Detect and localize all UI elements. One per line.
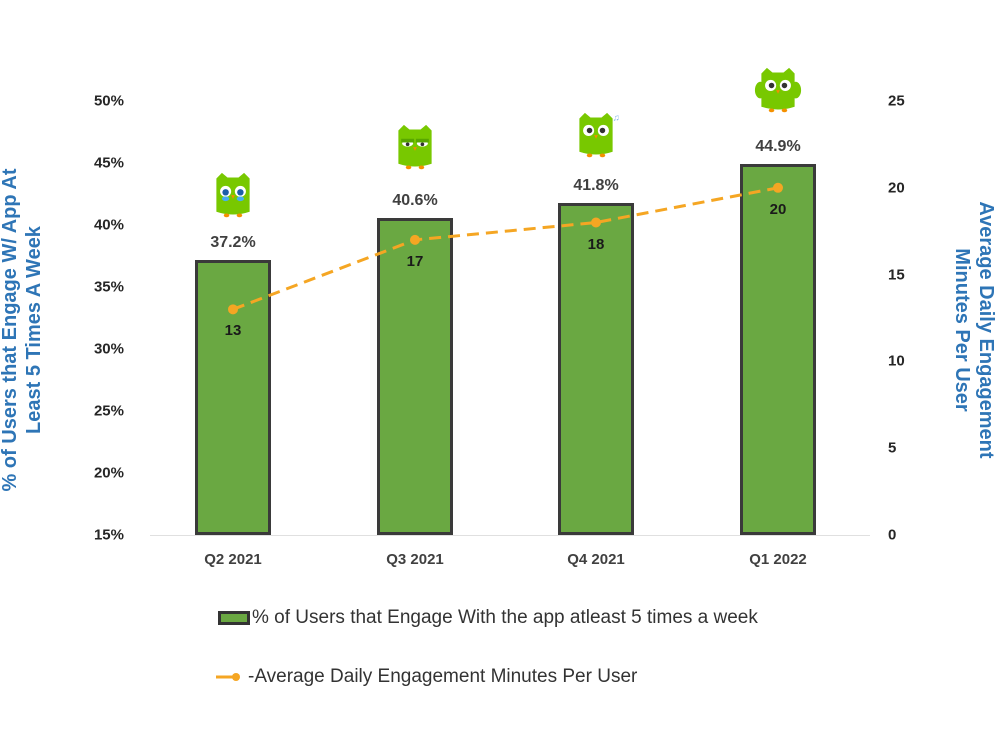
bar-q2-2021 (195, 259, 271, 535)
left-axis-tick: 50% (93, 92, 124, 110)
line-data-label: 17 (406, 252, 424, 270)
bar-data-label: 41.8% (573, 176, 619, 194)
x-axis-tick: Q2 2021 (204, 551, 262, 568)
line-data-label: 18 (587, 235, 605, 253)
bar-q4-2021 (558, 202, 634, 535)
right-axis-tick: 5 (888, 439, 897, 457)
owl-dancing-music-icon: ♫ (572, 110, 620, 167)
left-axis-tick: 15% (93, 526, 124, 544)
bar-data-label: 44.9% (755, 138, 801, 156)
bar-data-label: 37.2% (210, 233, 256, 251)
owl-unamused-icon (391, 122, 439, 179)
legend-bar-swatch-icon (218, 611, 250, 625)
right-axis-tick: 10 (888, 352, 905, 370)
legend-line-label: -Average Daily Engagement Minutes Per Us… (248, 666, 638, 687)
line-data-label: 13 (224, 322, 242, 340)
owl-crying-icon (209, 170, 257, 227)
left-axis-tick: 40% (93, 216, 124, 234)
right-axis-tick: 20 (888, 179, 905, 197)
bar-q1-2022 (740, 164, 816, 535)
legend-bar-label: % of Users that Engage With the app atle… (252, 607, 758, 628)
svg-text:♫: ♫ (613, 112, 620, 122)
right-axis-tick: 25 (888, 92, 905, 110)
left-axis-tick: 30% (93, 340, 124, 358)
owl-flying-icon (754, 65, 802, 122)
left-axis-tick: 20% (93, 464, 124, 482)
x-axis-tick: Q1 2022 (749, 551, 807, 568)
left-axis-tick: 35% (93, 278, 124, 296)
x-axis-baseline (150, 535, 870, 536)
left-axis-tick: 45% (93, 154, 124, 172)
right-axis-tick: 15 (888, 266, 905, 284)
x-axis-tick: Q3 2021 (386, 551, 444, 568)
legend-item-bar: % of Users that Engage With the app atle… (218, 607, 758, 629)
x-axis-tick: Q4 2021 (567, 551, 625, 568)
legend-item-line: -Average Daily Engagement Minutes Per Us… (216, 666, 637, 688)
line-data-label: 20 (769, 200, 787, 218)
legend-line-marker-icon (216, 673, 240, 681)
bar-data-label: 40.6% (392, 191, 438, 209)
left-axis-tick: 25% (93, 402, 124, 420)
right-axis-tick: 0 (888, 526, 897, 544)
bar-q3-2021 (377, 217, 453, 535)
